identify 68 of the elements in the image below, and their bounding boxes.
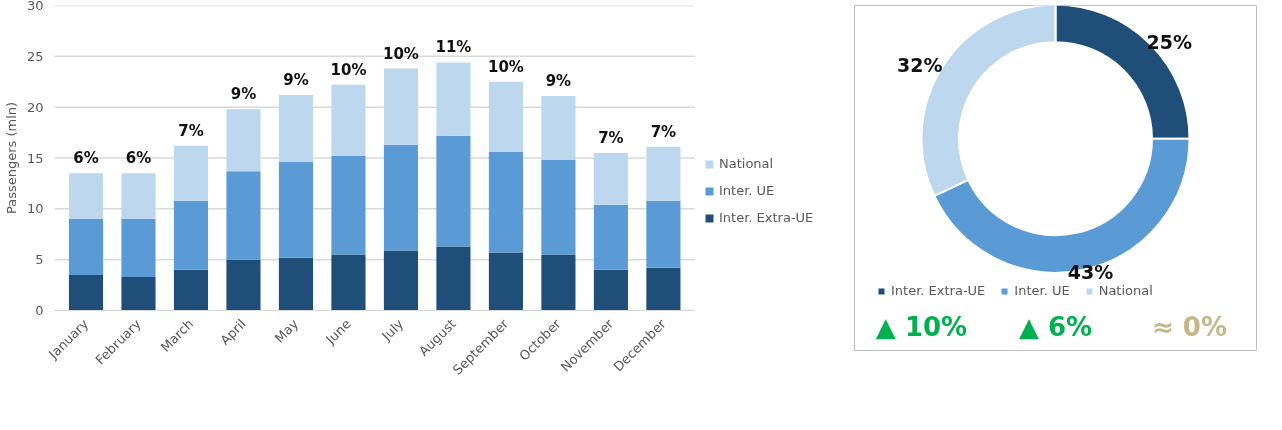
bar (68, 219, 104, 275)
annotation: 11% (435, 38, 472, 57)
bar (68, 274, 104, 311)
bar (436, 246, 471, 311)
bar (488, 151, 523, 253)
bar (646, 267, 681, 311)
y-tick-label: 25 (26, 48, 44, 64)
bar (383, 250, 419, 311)
bar (173, 145, 209, 201)
annotation: 10% (382, 44, 419, 63)
bar (593, 204, 628, 270)
bar (541, 254, 576, 311)
bar (436, 62, 471, 136)
legend-label: Inter. Extra-UE (719, 210, 814, 225)
legend-label: National (719, 156, 774, 171)
bar (488, 252, 523, 311)
legend-label: Inter. Extra-UE (891, 283, 986, 298)
bar (436, 135, 471, 247)
bar (278, 257, 314, 311)
data-label: 32% (896, 54, 943, 77)
annotation: 7% (598, 128, 624, 147)
annotation: 7% (650, 122, 677, 141)
bar (226, 259, 261, 311)
text: ▲ 6% (1018, 311, 1093, 342)
data-label: 43% (1067, 261, 1114, 284)
bar (121, 219, 156, 277)
y-tick-label: 0 (35, 303, 44, 318)
annotation: 9% (230, 85, 257, 104)
bar (383, 68, 419, 145)
y-tick-label: 15 (26, 150, 44, 166)
annotation: 7% (178, 121, 204, 140)
bar (541, 95, 576, 161)
bar (68, 173, 104, 219)
bar (541, 160, 576, 255)
text: ≈ 0% (1152, 311, 1227, 342)
y-tick-label: 20 (26, 99, 44, 115)
bar (646, 200, 681, 268)
bar (593, 152, 628, 205)
bar (331, 155, 366, 255)
y-tick-label: 5 (35, 252, 44, 268)
legend-label: Inter. UE (1014, 283, 1070, 298)
bar (331, 254, 366, 311)
bar (121, 173, 156, 219)
data-label: 25% (1146, 31, 1192, 53)
y-tick-label: 30 (26, 0, 44, 13)
bar (593, 269, 628, 311)
y-axis-title: Passengers (mln) (3, 101, 19, 215)
bar (173, 269, 209, 311)
text: ▲ 10% (875, 311, 968, 342)
annotation: 10% (330, 60, 367, 79)
bar (488, 81, 523, 152)
annotation: 9% (545, 71, 572, 90)
bar (331, 84, 366, 156)
annotation: 6% (125, 149, 152, 168)
legend-label: Inter. UE (719, 183, 775, 198)
bar (278, 94, 314, 163)
bar (173, 200, 209, 270)
annotation: 6% (73, 149, 99, 168)
y-tick-label: 10 (26, 201, 44, 217)
bar (278, 162, 314, 258)
bar (226, 109, 261, 172)
annotation: 10% (487, 57, 524, 76)
bar (121, 276, 156, 311)
bar (646, 146, 681, 201)
bar (383, 144, 419, 251)
bar (226, 171, 261, 260)
annotation: 9% (283, 70, 309, 89)
legend-label: National (1098, 283, 1153, 298)
